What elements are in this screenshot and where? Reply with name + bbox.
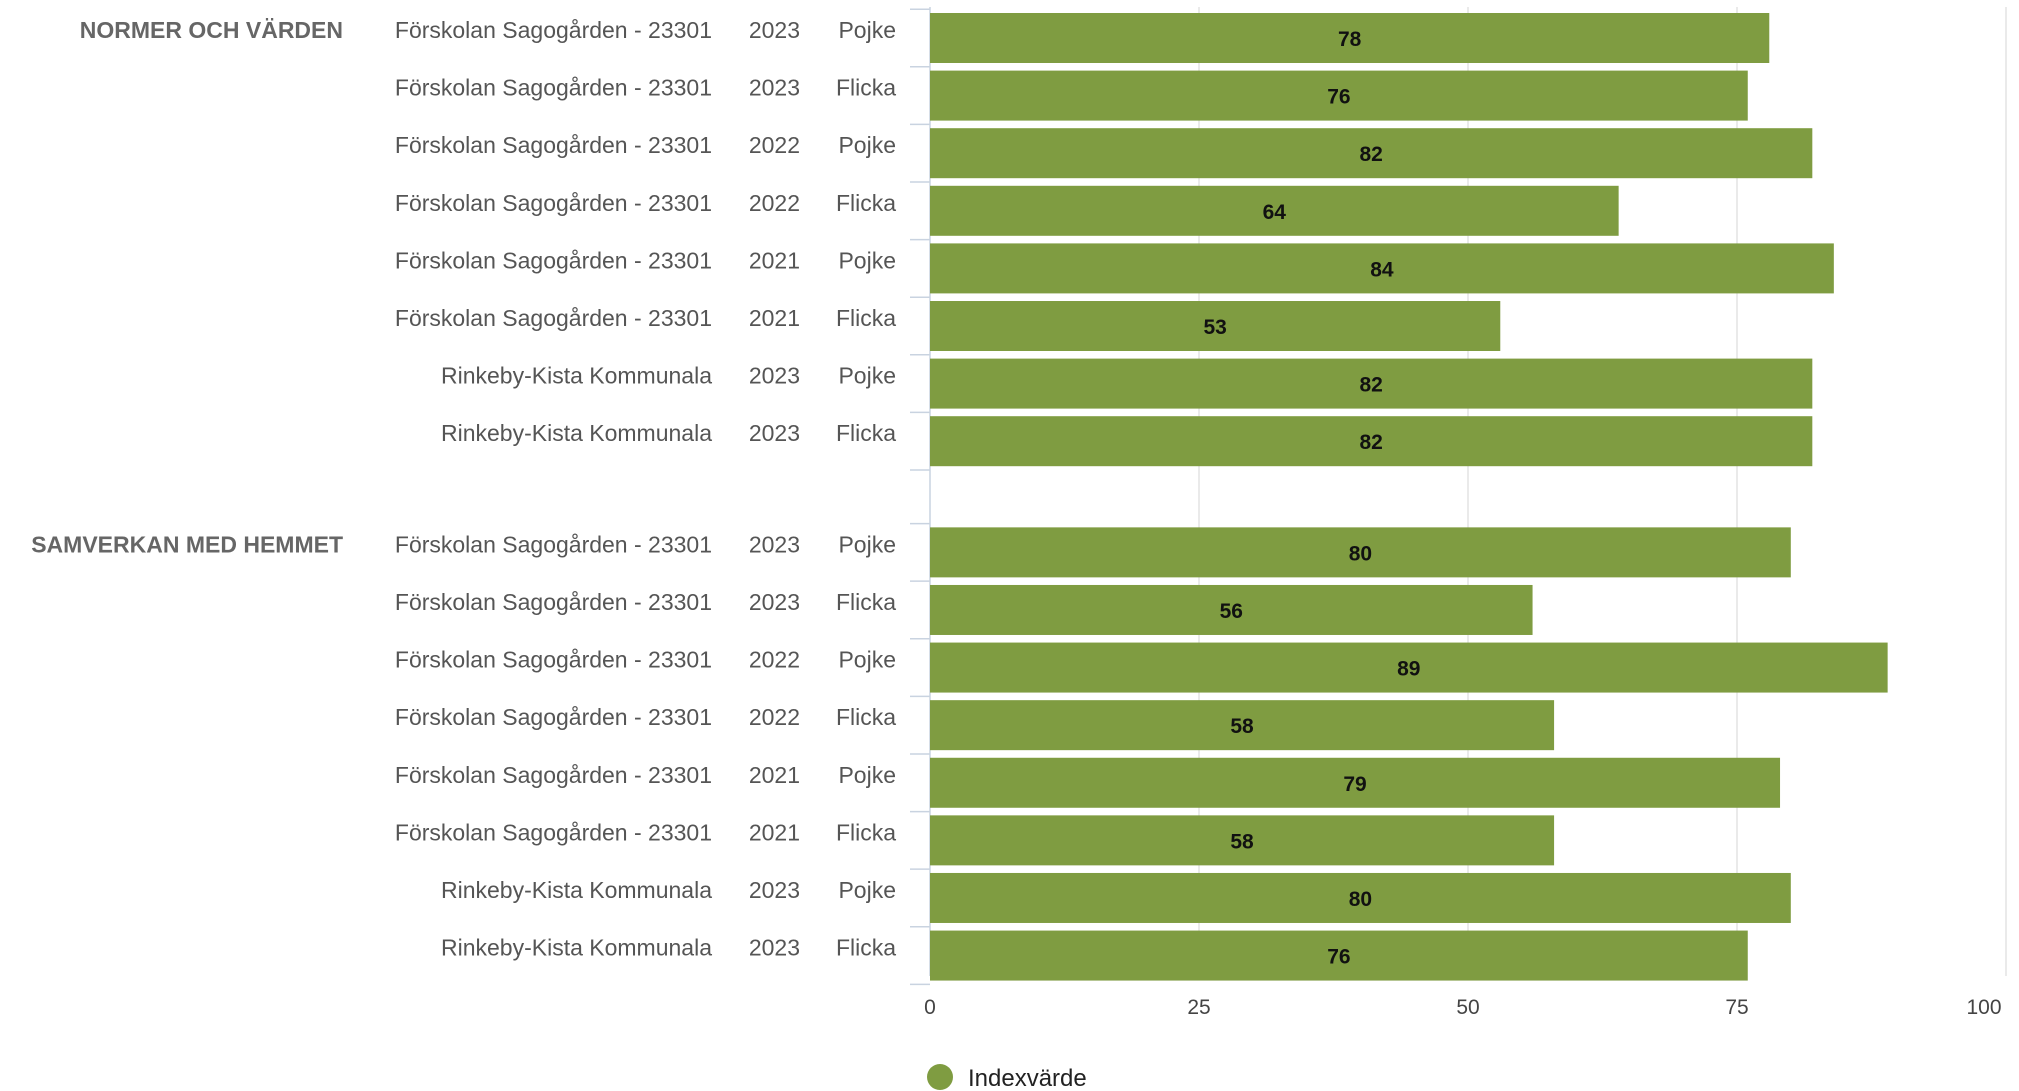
data-label: 82 (1359, 431, 1382, 454)
category-label-unit: Förskolan Sagogården - 23301 (395, 305, 712, 331)
category-label-year: 2022 (749, 190, 800, 216)
bar (930, 243, 1834, 294)
category-label-gender: Pojke (838, 647, 896, 673)
data-label: 58 (1230, 715, 1254, 738)
category-label-unit: Förskolan Sagogården - 23301 (395, 190, 712, 216)
category-label-gender: Pojke (838, 877, 896, 903)
category-label-unit: Förskolan Sagogården - 23301 (395, 132, 712, 158)
bar (930, 815, 1555, 866)
category-label-gender: Pojke (838, 531, 896, 557)
bar (930, 584, 1533, 635)
category-label-gender: Pojke (838, 247, 896, 273)
data-label: 64 (1263, 201, 1287, 224)
x-tick-label: 25 (1187, 996, 1210, 1019)
category-label-gender: Flicka (836, 420, 896, 446)
category-label-gender: Flicka (836, 305, 896, 331)
bar (930, 930, 1748, 981)
data-label: 82 (1359, 374, 1382, 397)
bar (930, 527, 1791, 578)
category-label-year: 2023 (749, 935, 800, 961)
category-label-gender: Pojke (838, 132, 896, 158)
bar (930, 358, 1813, 409)
category-label-unit: Förskolan Sagogården - 23301 (395, 589, 712, 615)
category-label-year: 2021 (749, 762, 800, 788)
data-label: 58 (1230, 830, 1254, 853)
category-label-unit: Förskolan Sagogården - 23301 (395, 819, 712, 845)
category-label-year: 2021 (749, 305, 800, 331)
category-label-year: 2022 (749, 647, 800, 673)
category-label-unit: Rinkeby-Kista Kommunala (441, 877, 712, 903)
category-label-year: 2022 (749, 704, 800, 730)
group-label: NORMER OCH VÄRDEN (80, 17, 343, 43)
x-tick-label: 75 (1725, 996, 1748, 1019)
category-label-year: 2023 (749, 877, 800, 903)
data-label: 76 (1327, 946, 1350, 969)
category-label-year: 2023 (749, 363, 800, 389)
data-label: 53 (1203, 316, 1226, 339)
category-label-unit: Förskolan Sagogården - 23301 (395, 647, 712, 673)
x-tick-label: 100 (1966, 996, 2001, 1019)
data-label: 82 (1359, 143, 1382, 166)
bar (930, 757, 1781, 808)
x-tick-label: 50 (1456, 996, 1479, 1019)
category-label-gender: Pojke (838, 762, 896, 788)
data-label: 80 (1349, 888, 1372, 911)
bar (930, 642, 1888, 693)
data-label: 56 (1220, 600, 1243, 623)
category-label-gender: Pojke (838, 363, 896, 389)
category-label-year: 2021 (749, 247, 800, 273)
data-label: 76 (1327, 86, 1350, 109)
category-label-year: 2021 (749, 819, 800, 845)
category-label-year: 2023 (749, 531, 800, 557)
data-label: 80 (1349, 542, 1372, 565)
bar (930, 301, 1501, 351)
category-label-gender: Flicka (836, 704, 896, 730)
category-label-unit: Rinkeby-Kista Kommunala (441, 935, 712, 961)
category-label-gender: Flicka (836, 75, 896, 101)
bar (930, 185, 1619, 236)
category-label-unit: Rinkeby-Kista Kommunala (441, 363, 712, 389)
category-label-unit: Förskolan Sagogården - 23301 (395, 762, 712, 788)
category-label-unit: Förskolan Sagogården - 23301 (395, 704, 712, 730)
legend-label: Indexvärde (968, 1065, 1087, 1091)
category-label-year: 2023 (749, 17, 800, 43)
category-label-year: 2023 (749, 75, 800, 101)
x-tick-label: 0 (924, 996, 936, 1019)
bar (930, 700, 1555, 751)
category-label-gender: Flicka (836, 190, 896, 216)
bar (930, 70, 1748, 121)
data-label: 79 (1343, 773, 1366, 796)
bar (930, 416, 1813, 467)
legend-marker (927, 1064, 953, 1090)
bar (930, 128, 1813, 179)
category-label-year: 2023 (749, 589, 800, 615)
bar (930, 872, 1791, 923)
category-label-unit: Rinkeby-Kista Kommunala (441, 420, 712, 446)
category-label-gender: Pojke (838, 17, 896, 43)
category-label-year: 2022 (749, 132, 800, 158)
category-label-gender: Flicka (836, 935, 896, 961)
data-label: 89 (1397, 658, 1420, 681)
bar (930, 13, 1770, 63)
category-label-unit: Förskolan Sagogården - 23301 (395, 17, 712, 43)
data-label: 78 (1338, 28, 1362, 51)
category-label-gender: Flicka (836, 819, 896, 845)
category-label-unit: Förskolan Sagogården - 23301 (395, 75, 712, 101)
group-label: SAMVERKAN MED HEMMET (31, 531, 343, 557)
data-label: 84 (1370, 258, 1394, 281)
category-label-gender: Flicka (836, 589, 896, 615)
category-label-year: 2023 (749, 420, 800, 446)
category-label-unit: Förskolan Sagogården - 23301 (395, 247, 712, 273)
category-label-unit: Förskolan Sagogården - 23301 (395, 531, 712, 557)
